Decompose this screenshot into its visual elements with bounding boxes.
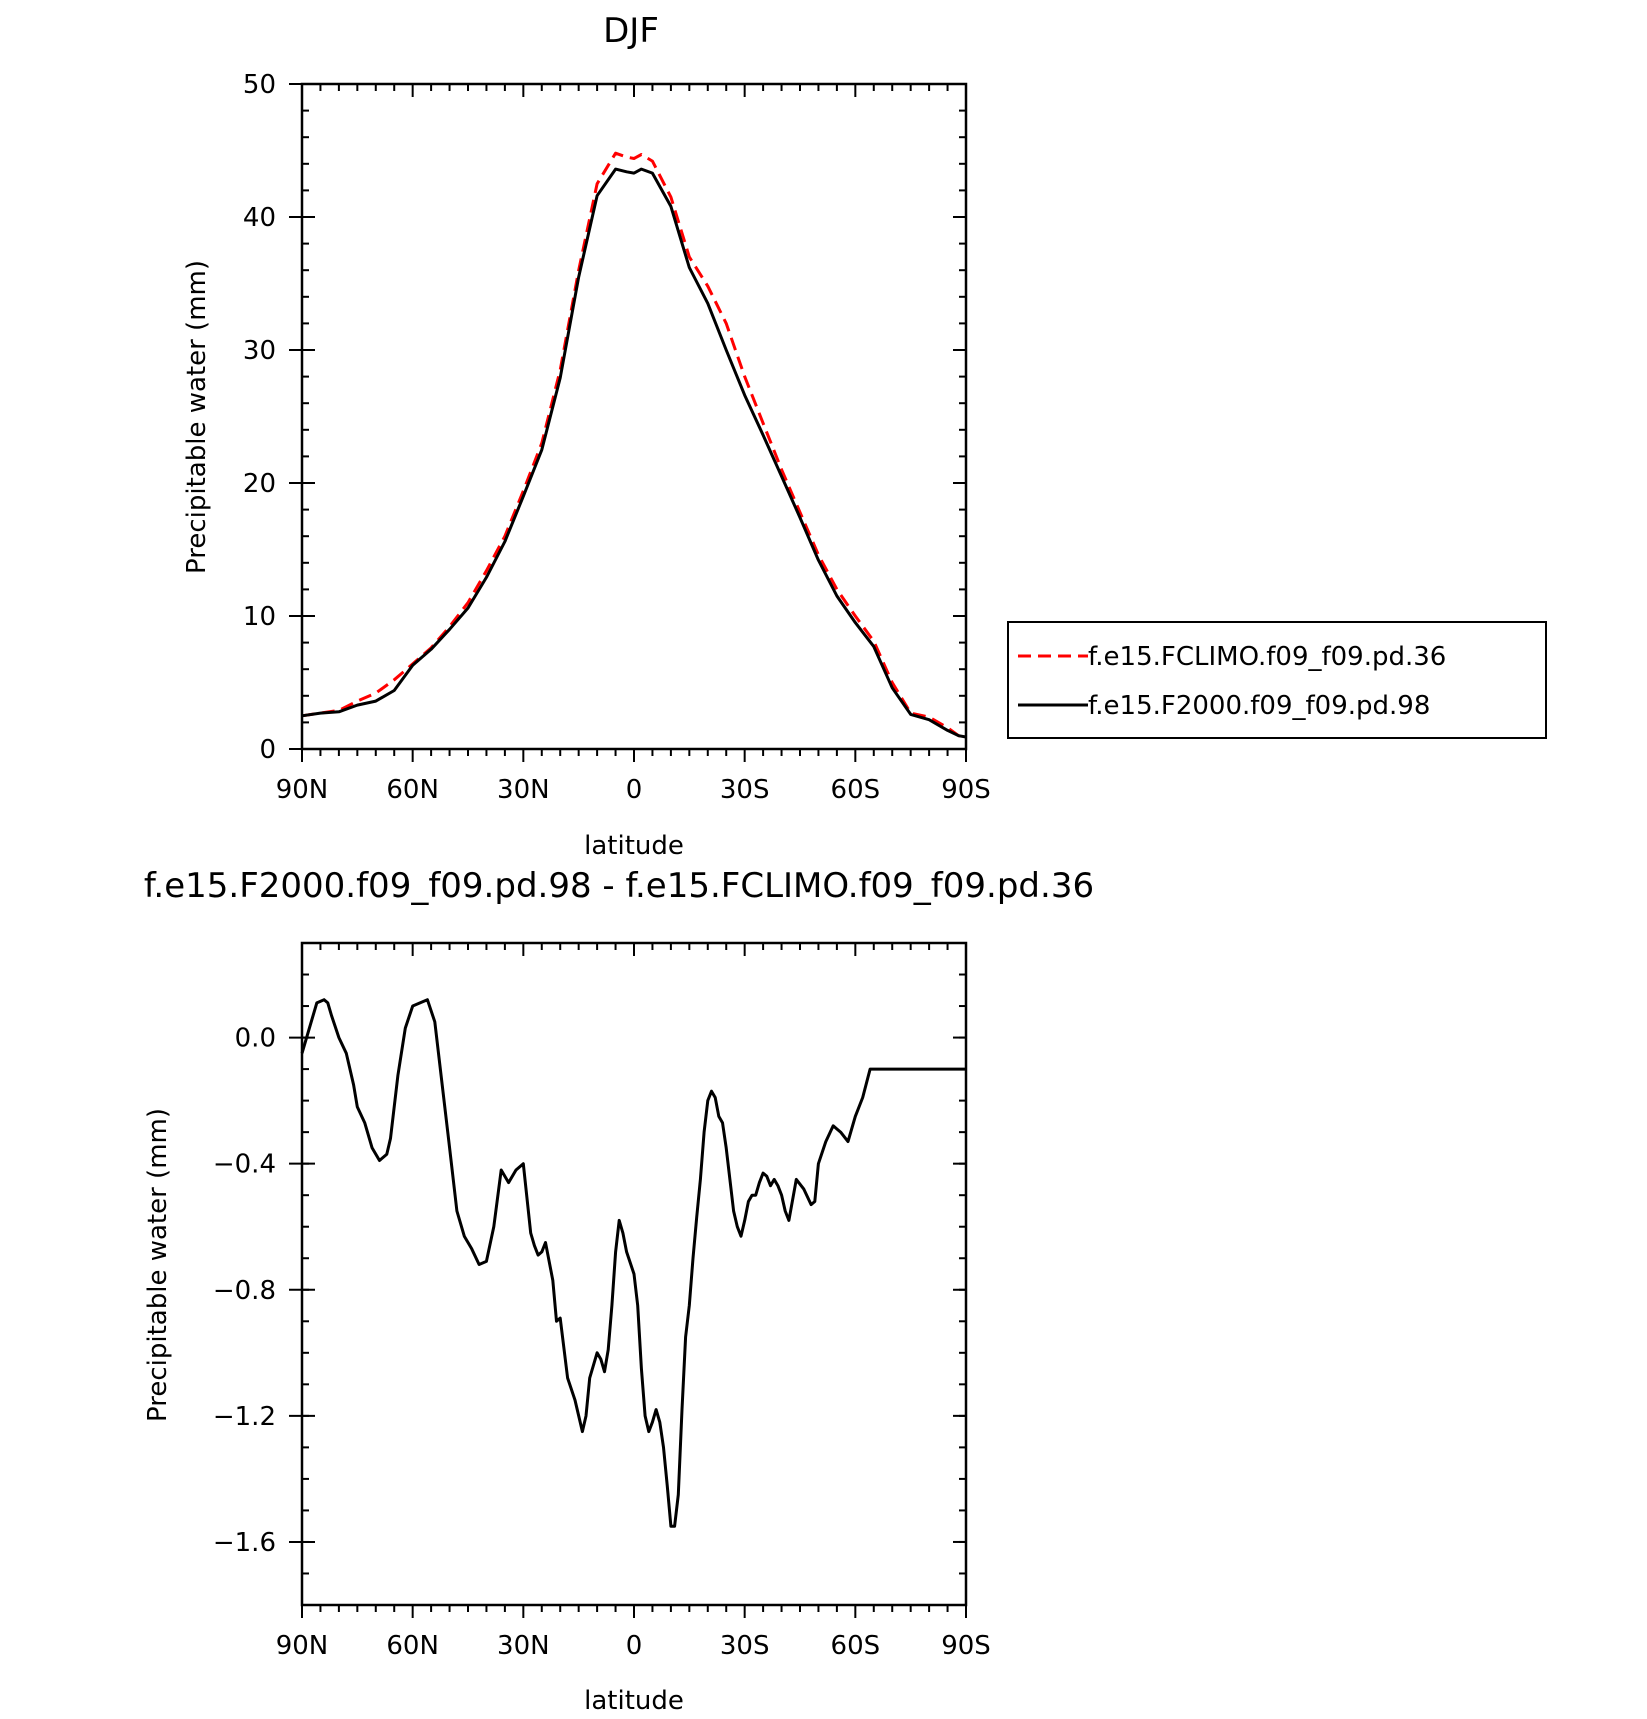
top-x-tick-label: 60S [831, 775, 881, 805]
top-y-tick-label: 0 [259, 735, 276, 765]
top-y-tick-label: 40 [243, 203, 276, 233]
top-y-tick-label: 10 [243, 602, 276, 632]
legend-label-fclimo: f.e15.FCLIMO.f09_f09.pd.36 [1088, 642, 1446, 672]
bottom-x-tick-label: 60N [386, 1631, 439, 1661]
bottom-x-tick-label: 60S [831, 1631, 881, 1661]
bottom-chart-title: f.e15.F2000.f09_f09.pd.98 - f.e15.FCLIMO… [144, 866, 1094, 906]
bottom-y-axis-label: Precipitable water (mm) [143, 1108, 173, 1422]
bottom-y-tick-label: −0.4 [213, 1150, 276, 1180]
top-x-tick-label: 90S [941, 775, 991, 805]
bottom-plot-frame [300, 941, 968, 1607]
top-series-lines [301, 151, 967, 739]
bottom-y-tick-label: 0.0 [235, 1024, 276, 1054]
top-axis-ticks [289, 83, 967, 762]
legend-box [1007, 621, 1547, 739]
bottom-x-axis-label: latitude [584, 1686, 684, 1716]
top-y-tick-label: 30 [243, 336, 276, 366]
legend-label-f2000: f.e15.F2000.f09_f09.pd.98 [1088, 691, 1430, 721]
bottom-tick-labels: 0.0 −0.4 −0.8 −1.2 −1.6 90N 60N 30N 0 30S 60S 90S [213, 1024, 991, 1661]
bottom-x-tick-label: 90S [941, 1631, 991, 1661]
top-series-line-0 [301, 151, 967, 739]
top-series-line-1 [301, 167, 967, 739]
bottom-x-tick-label: 90N [276, 1631, 329, 1661]
top-x-tick-label: 60N [386, 775, 439, 805]
top-y-tick-label: 50 [243, 70, 276, 100]
bottom-y-tick-label: −1.6 [213, 1528, 276, 1558]
top-y-axis-label: Precipitable water (mm) [182, 260, 212, 574]
bottom-y-tick-label: −0.8 [213, 1276, 276, 1306]
legend: f.e15.FCLIMO.f09_f09.pd.36 f.e15.F2000.f… [1007, 621, 1547, 739]
top-chart-title: DJF [603, 11, 659, 51]
top-y-tick-label: 20 [243, 469, 276, 499]
bottom-y-tick-label: −1.2 [213, 1402, 276, 1432]
bottom-x-tick-label: 30N [497, 1631, 550, 1661]
top-x-tick-label: 90N [276, 775, 329, 805]
top-tick-labels: 0 10 20 30 40 50 90N 60N 30N 0 30S 60S 90S [243, 70, 991, 805]
bottom-x-tick-label: 0 [626, 1631, 643, 1661]
bottom-x-tick-label: 30S [720, 1631, 770, 1661]
panel-top: DJF 0 10 20 30 40 50 90N 60N 30N 0 30S 60S 90S latit… [182, 11, 1547, 861]
top-x-tick-label: 0 [626, 775, 643, 805]
bottom-series-lines [300, 998, 966, 1528]
bottom-axis-ticks [289, 942, 967, 1618]
top-x-axis-label: latitude [584, 831, 684, 861]
top-x-tick-label: 30N [497, 775, 550, 805]
bottom-series-line-0 [300, 998, 966, 1528]
panel-bottom: f.e15.F2000.f09_f09.pd.98 - f.e15.FCLIMO… [143, 866, 1094, 1716]
top-plot-frame [300, 82, 968, 751]
top-x-tick-label: 30S [720, 775, 770, 805]
